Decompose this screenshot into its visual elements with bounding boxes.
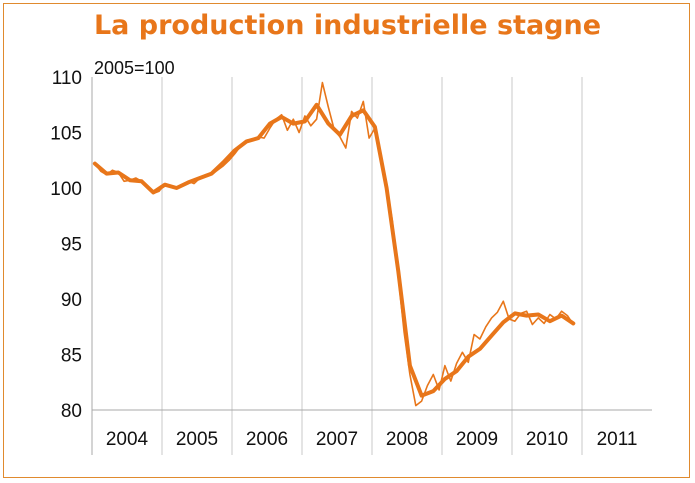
x-tick-label: 2004 (106, 429, 149, 450)
series-line-thick (92, 102, 576, 398)
x-tick-label: 2009 (456, 429, 498, 450)
chart-frame (3, 3, 690, 478)
x-tick-label: 2008 (386, 429, 428, 450)
unit-label: 2005=100 (94, 58, 175, 78)
x-tick-label: 2007 (316, 429, 358, 450)
series-line-thin (94, 81, 575, 407)
y-tick-label: 100 (50, 179, 82, 200)
y-tick-label: 90 (61, 290, 82, 311)
x-tick-label: 2006 (246, 429, 288, 450)
x-tick-label: 2005 (176, 429, 218, 450)
y-tick-label: 95 (61, 235, 82, 256)
y-tick-label: 105 (50, 124, 82, 145)
y-tick-label: 85 (61, 346, 82, 367)
y-tick-label: 110 (52, 68, 82, 89)
x-tick-label: 2011 (597, 429, 638, 450)
chart-title: La production industrielle stagne (93, 10, 602, 41)
x-tick-label: 2010 (526, 429, 568, 450)
y-tick-label: 80 (61, 401, 82, 422)
